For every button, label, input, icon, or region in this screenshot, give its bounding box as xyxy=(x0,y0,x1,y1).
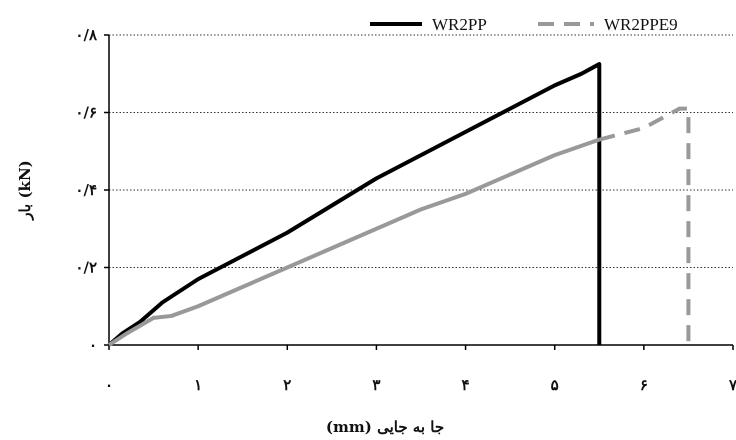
legend-label-wr2ppe9: WR2PPE9 xyxy=(604,15,678,34)
y-tick-label: ۰/۴ xyxy=(75,181,97,199)
x-tick-label: ۳ xyxy=(372,376,380,394)
y-tick-label: ۰/۲ xyxy=(75,259,97,277)
x-tick-label: ۴ xyxy=(462,376,470,394)
y-tick-label: ۰ xyxy=(89,336,97,354)
series-line-wr2pp xyxy=(107,62,602,347)
x-tick-label: ۱ xyxy=(194,376,202,394)
x-tick-label: ۷ xyxy=(728,376,736,394)
grid-lines xyxy=(109,34,733,268)
axes xyxy=(104,34,734,350)
series-line-wr2ppe9 xyxy=(107,137,600,347)
x-tick-label: ۰ xyxy=(105,376,113,394)
legend: WR2PP WR2PPE9 xyxy=(370,15,678,34)
y-tick-label: ۰/۶ xyxy=(75,104,97,122)
tick-labels: ۰ ۰/۲ ۰/۴ ۰/۶ ۰/۸ ۰ ۱ ۲ ۳ ۴ ۵ ۶ ۷ xyxy=(75,26,736,394)
x-axis-title: جا به جایی (mm) xyxy=(326,418,444,436)
x-tick-label: ۵ xyxy=(551,376,559,394)
series-line-wr2ppe9-dashed xyxy=(598,106,691,345)
series-lines xyxy=(107,62,691,347)
x-tick-label: ۶ xyxy=(640,376,648,394)
y-axis-title: بار (kN) xyxy=(16,160,34,221)
y-tick-label: ۰/۸ xyxy=(75,26,98,44)
legend-label-wr2pp: WR2PP xyxy=(432,15,487,34)
x-tick-label: ۲ xyxy=(283,376,291,394)
